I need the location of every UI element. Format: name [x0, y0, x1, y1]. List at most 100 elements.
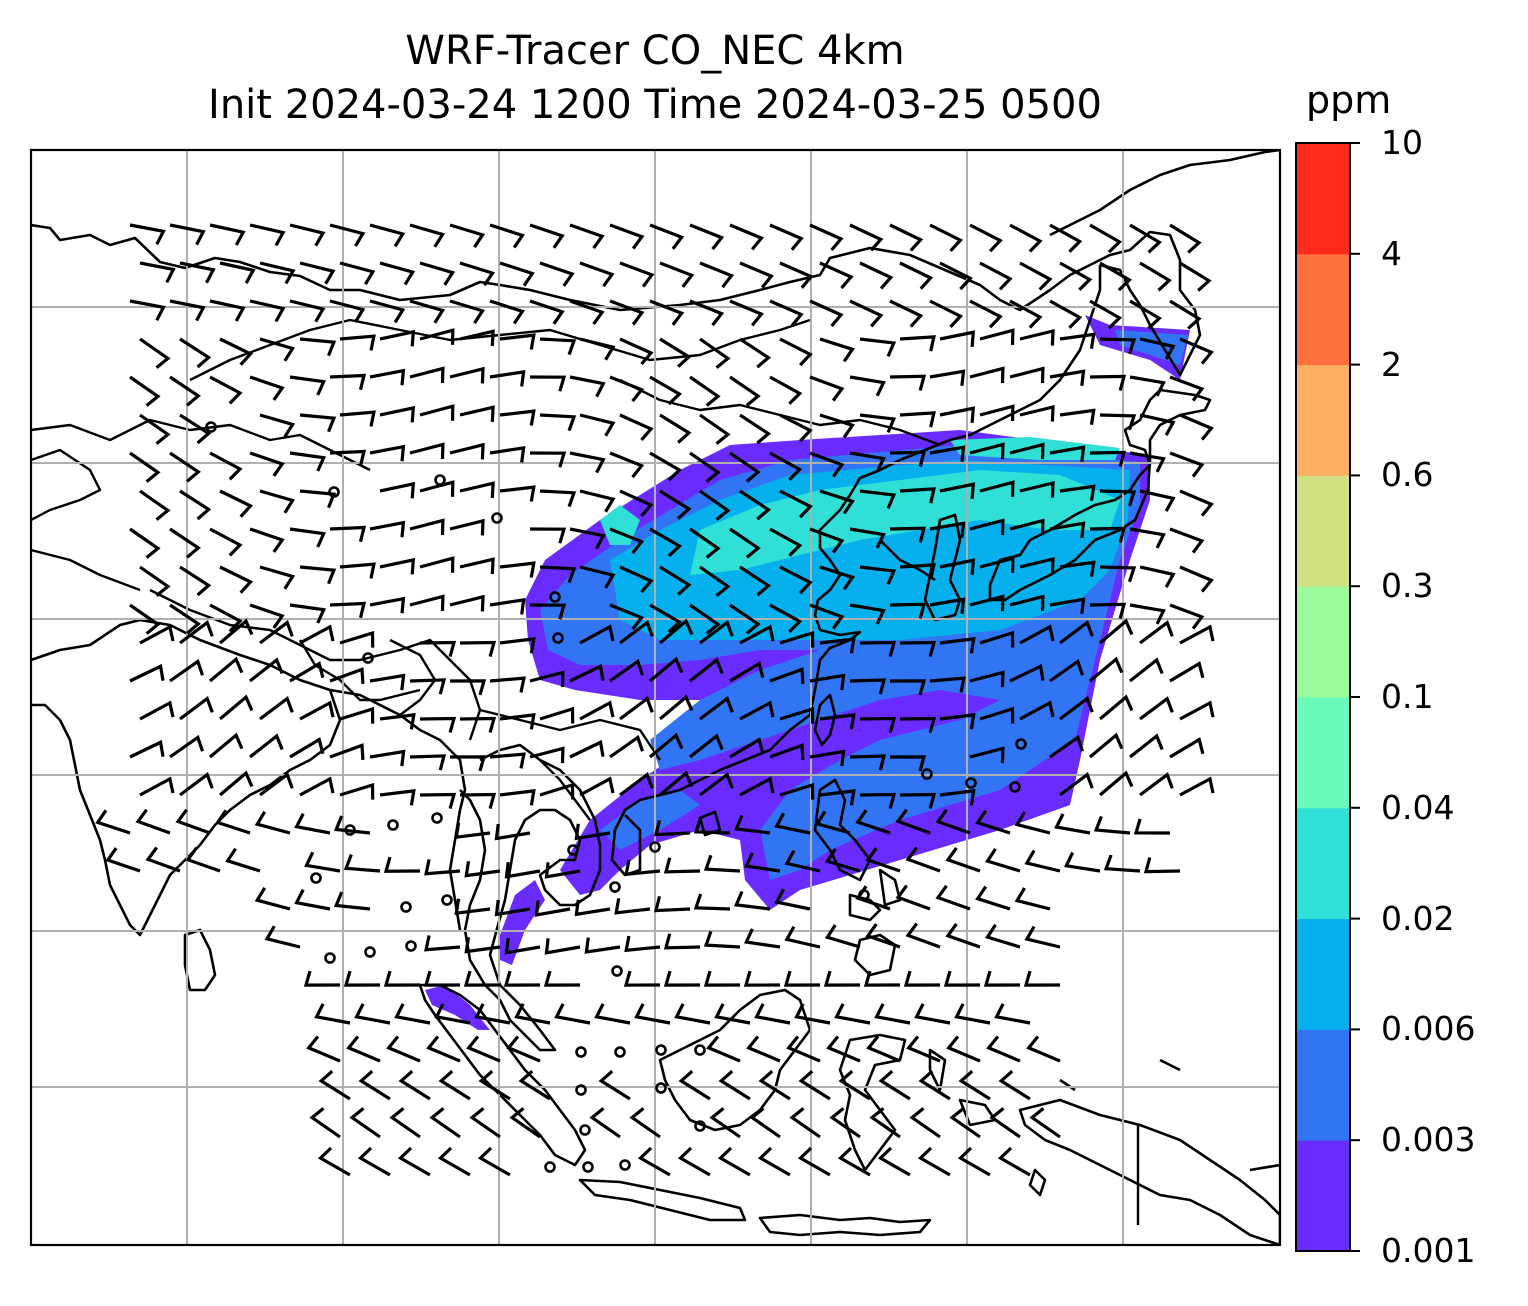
wind-barb — [317, 1146, 351, 1177]
wind-barb — [459, 405, 495, 422]
wind-barb — [819, 637, 856, 654]
wind-barb — [837, 1146, 871, 1177]
wind-barb — [218, 694, 254, 721]
wind-barb — [969, 299, 1003, 329]
wind-barb — [609, 375, 645, 403]
wind-barb — [689, 223, 725, 251]
wind-barb — [619, 337, 654, 366]
calm-wind-marker — [649, 841, 661, 853]
wind-barb — [175, 808, 211, 835]
wind-barb — [259, 696, 294, 721]
wind-barb — [179, 413, 212, 445]
wind-barb — [969, 594, 1005, 612]
wind-barb — [779, 489, 813, 519]
wind-barb — [889, 526, 927, 543]
coastline-lesser-sunda — [758, 1213, 932, 1237]
wind-barb — [889, 223, 924, 252]
coastline-borneo — [658, 988, 812, 1132]
wind-barb — [169, 451, 201, 483]
wind-barb — [1098, 770, 1134, 797]
wind-barb — [464, 936, 501, 954]
wind-barb — [659, 565, 692, 596]
wind-barb — [254, 886, 291, 911]
wind-barb — [929, 676, 966, 693]
wind-barb — [797, 1146, 831, 1177]
wind-barb — [1014, 887, 1051, 911]
wind-barb — [718, 1069, 751, 1101]
calm-wind-marker — [544, 1161, 556, 1173]
wind-barb — [729, 299, 764, 327]
wind-barb — [424, 859, 461, 876]
wind-barb — [899, 792, 937, 810]
wind-barb — [529, 375, 567, 392]
wind-barb — [419, 404, 455, 421]
wind-barb — [1088, 732, 1124, 759]
wind-barb — [709, 1107, 741, 1139]
wind-barb — [569, 223, 605, 250]
wind-barb — [299, 565, 337, 585]
wind-barb — [249, 451, 285, 477]
wind-barb — [434, 1003, 471, 1025]
wind-barb — [865, 847, 901, 873]
wind-barb — [769, 375, 803, 405]
wind-barb — [105, 847, 141, 873]
wind-barb — [318, 1069, 351, 1101]
wind-barb — [1059, 560, 1096, 578]
wind-barb — [544, 862, 581, 879]
wind-barb — [169, 299, 206, 322]
wind-barb — [419, 716, 457, 734]
wind-barb — [539, 782, 575, 800]
wind-barb — [779, 630, 815, 648]
wind-barb — [979, 261, 1013, 291]
wind-barb — [339, 562, 376, 579]
wind-barb — [594, 1003, 631, 1025]
wind-barb — [579, 489, 616, 513]
wind-barb — [689, 375, 721, 407]
wind-barb — [529, 451, 567, 468]
wind-barb — [179, 337, 212, 369]
wind-barb — [899, 411, 936, 428]
wind-barb — [329, 667, 365, 684]
plume-sumatra — [425, 985, 490, 1030]
wind-barb — [809, 603, 845, 630]
wind-barb — [589, 1107, 621, 1139]
wind-barb — [769, 451, 803, 481]
wind-barb — [477, 1146, 511, 1177]
wind-barb — [474, 1003, 511, 1025]
wind-barb — [754, 1003, 791, 1025]
wind-barb — [849, 451, 886, 473]
wind-barb — [569, 375, 606, 398]
wind-barb — [139, 565, 171, 597]
wind-barb — [306, 1035, 341, 1063]
calm-wind-marker — [552, 632, 564, 644]
wind-barb — [1059, 772, 1094, 797]
wind-barb — [145, 846, 181, 873]
wind-barb — [1129, 733, 1164, 759]
wind-barb — [449, 518, 485, 536]
wind-barb — [289, 603, 327, 624]
wind-barb — [1049, 369, 1086, 386]
wind-barb — [733, 814, 771, 835]
wind-barb — [877, 1146, 911, 1177]
wind-barb — [984, 924, 1021, 949]
wind-barb — [329, 525, 367, 543]
wind-barb — [945, 846, 981, 873]
plume-gulf — [500, 880, 545, 965]
wind-barb — [659, 489, 692, 520]
wind-barb — [1089, 602, 1127, 619]
wind-barb — [419, 640, 457, 658]
wind-barb — [624, 859, 661, 877]
wind-barb — [648, 656, 684, 683]
wind-barb — [1064, 851, 1101, 873]
coastline-india — [31, 618, 342, 937]
calm-wind-marker — [324, 952, 336, 964]
wind-barb — [506, 1035, 541, 1063]
wind-barb — [579, 413, 616, 437]
wind-barb — [329, 223, 366, 247]
wind-barb — [179, 772, 214, 797]
wind-barb — [865, 923, 901, 949]
wind-barb — [905, 846, 941, 873]
wind-barb — [539, 706, 575, 724]
wind-barb — [849, 678, 887, 695]
wind-barb — [459, 792, 497, 810]
